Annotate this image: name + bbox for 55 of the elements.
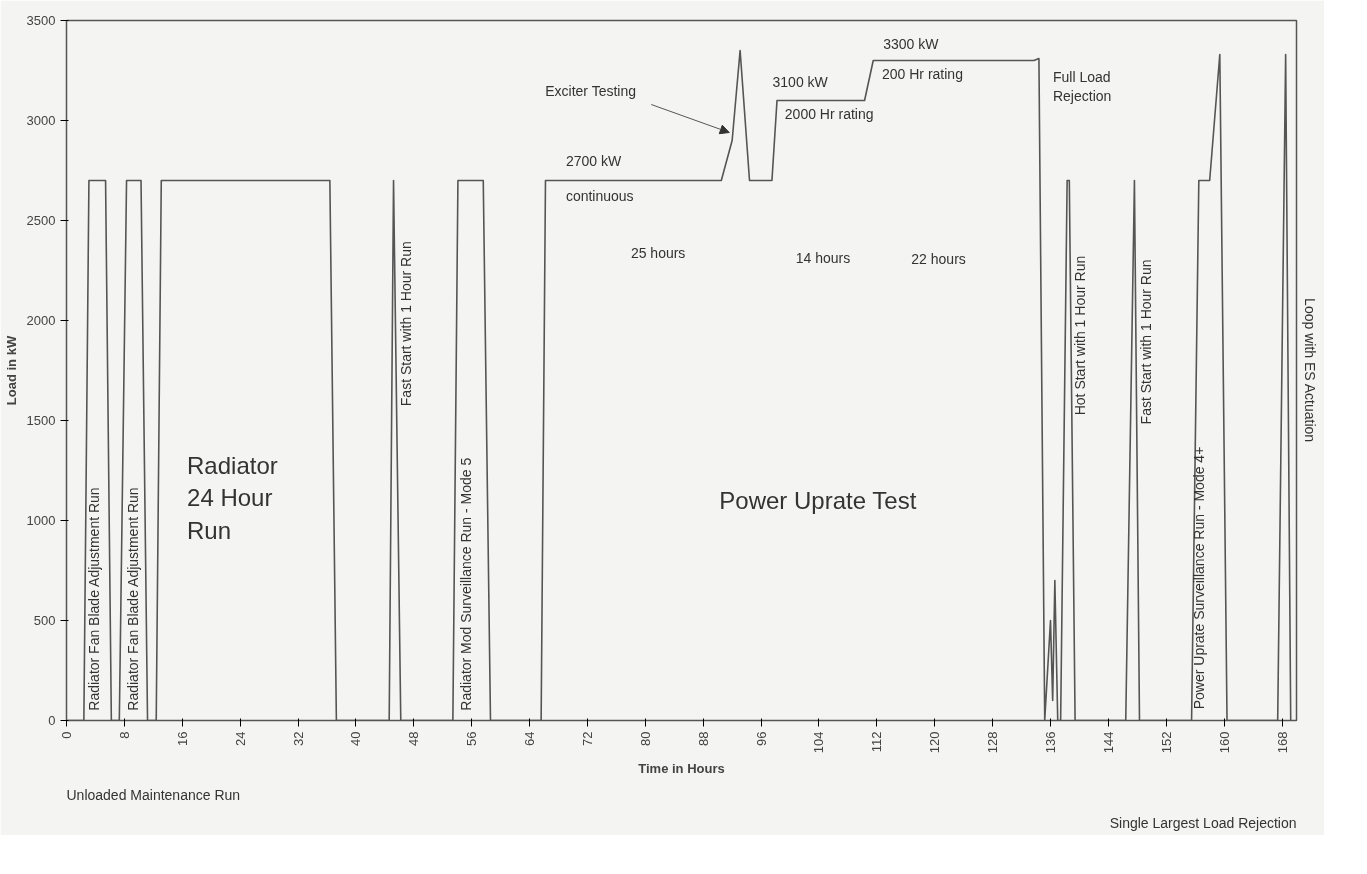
x-tick-label: 160 bbox=[1216, 731, 1232, 754]
x-tick-label: 112 bbox=[869, 731, 885, 753]
x-tick-label: 72 bbox=[579, 731, 595, 746]
x-tick-label: 152 bbox=[1158, 731, 1174, 754]
annotation: continuous bbox=[565, 187, 634, 204]
annotation: 22 hours bbox=[911, 251, 966, 268]
annotation: 2700 kW bbox=[565, 152, 622, 169]
y-tick-label: 3500 bbox=[26, 13, 56, 28]
annotation: Fast Start with 1 Hour Run bbox=[1138, 259, 1155, 425]
annotation: Radiator Mod Surveillance Run - Mode 5 bbox=[458, 457, 475, 711]
annotation: 3100 kW bbox=[772, 74, 829, 91]
annotation: 25 hours bbox=[630, 244, 686, 261]
x-tick-label: 96 bbox=[753, 731, 769, 746]
annotation: Hot Start with 1 Hour Run bbox=[1072, 255, 1089, 416]
text: Loop with ES Actuation bbox=[1301, 298, 1318, 443]
annotation: Radiator Fan Blade Adjustment Run bbox=[124, 487, 141, 711]
x-tick-label: 144 bbox=[1100, 731, 1116, 754]
y-tick-label: 1500 bbox=[26, 413, 56, 428]
annotation: Radiator Fan Blade Adjustment Run bbox=[85, 487, 102, 711]
y-tick-label: 2000 bbox=[26, 313, 56, 328]
x-tick-label: 16 bbox=[174, 731, 190, 746]
x-tick-label: 104 bbox=[811, 731, 827, 754]
annotation: Full Load Rejection bbox=[1052, 68, 1112, 104]
x-tick-label: 120 bbox=[927, 731, 943, 754]
y-tick-label: 2500 bbox=[26, 213, 56, 228]
annotation: Radiator 24 Hour Run bbox=[187, 452, 278, 544]
y-tick-label: 3000 bbox=[26, 113, 56, 128]
annotation: 2000 Hr rating bbox=[784, 106, 874, 123]
x-tick-label: 80 bbox=[637, 731, 653, 746]
y-tick-label: 0 bbox=[48, 713, 56, 728]
text: Unloaded Maintenance Run bbox=[66, 786, 241, 803]
annotation: Power Uprate Test bbox=[719, 486, 917, 514]
annotation: Exciter Testing bbox=[545, 82, 636, 99]
annotation: 14 hours bbox=[795, 249, 851, 266]
x-tick-label: 168 bbox=[1274, 731, 1290, 754]
annotation: Power Uprate Surveillance Run - Mode 4+ bbox=[1191, 446, 1208, 710]
annotation: 3300 kW bbox=[883, 36, 940, 53]
x-tick-label: 64 bbox=[522, 731, 538, 746]
x-tick-label: 136 bbox=[1043, 731, 1058, 754]
y-tick-label: 500 bbox=[33, 613, 56, 628]
y-tick-label: 1000 bbox=[26, 513, 56, 528]
x-tick-label: 128 bbox=[985, 731, 1001, 754]
y-axis-title: Load in kW bbox=[3, 335, 19, 406]
annotation: Fast Start with 1 Hour Run bbox=[397, 241, 414, 407]
x-tick-label: 32 bbox=[290, 731, 306, 746]
x-tick-label: 88 bbox=[695, 731, 711, 746]
x-axis-title: Time in Hours bbox=[638, 761, 725, 777]
x-tick-label: 56 bbox=[464, 731, 480, 746]
x-tick-label: 24 bbox=[232, 731, 248, 746]
x-tick-label: 40 bbox=[348, 731, 364, 746]
x-tick-label: 8 bbox=[116, 731, 132, 739]
x-tick-label: 0 bbox=[59, 731, 74, 739]
annotation: 200 Hr rating bbox=[881, 65, 963, 82]
text: Single Largest Load Rejection bbox=[1109, 814, 1297, 831]
x-tick-label: 48 bbox=[406, 731, 422, 746]
